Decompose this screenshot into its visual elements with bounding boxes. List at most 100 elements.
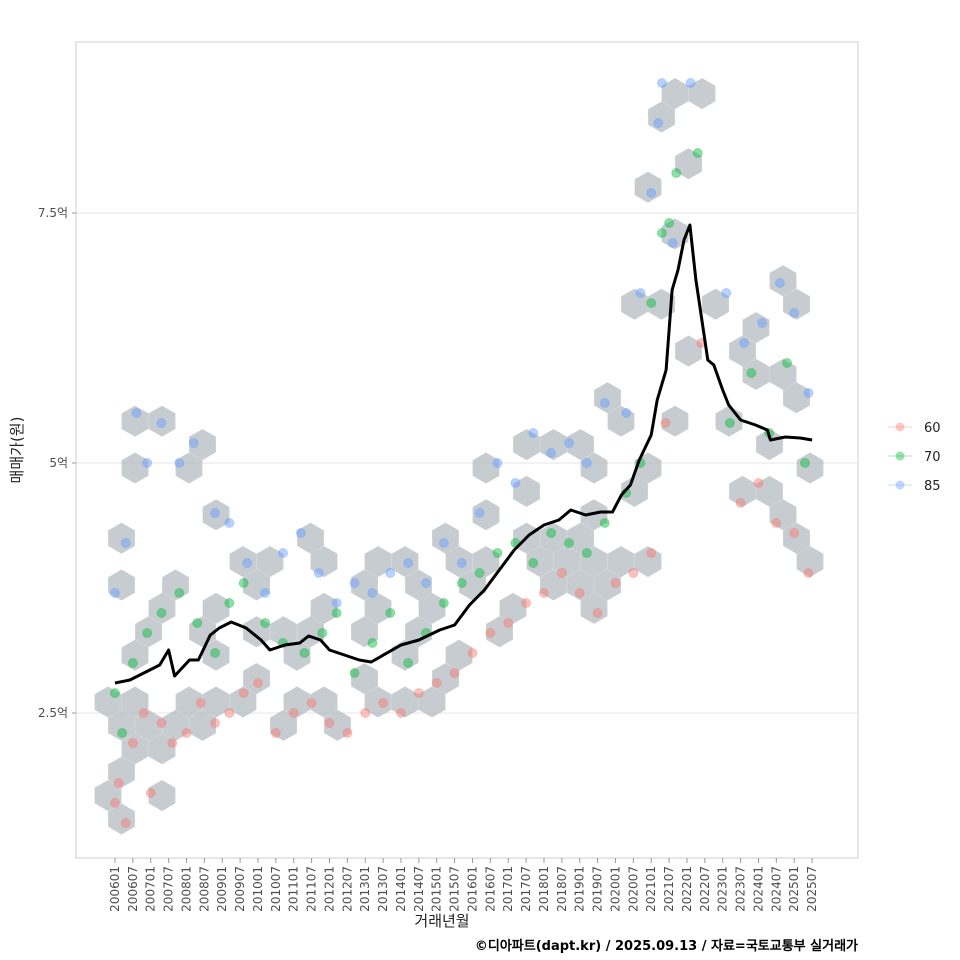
hexbin-cell bbox=[121, 452, 149, 484]
point-70 bbox=[692, 148, 703, 158]
hexbin-cell bbox=[94, 780, 122, 812]
hexbin-cell bbox=[594, 569, 621, 601]
point-85 bbox=[260, 588, 271, 598]
hexbin-cell bbox=[391, 686, 419, 718]
point-70 bbox=[260, 618, 271, 628]
x-tick-label: 202001 bbox=[608, 866, 622, 912]
hexbin-cell bbox=[729, 335, 756, 367]
point-85 bbox=[385, 568, 396, 578]
point-70 bbox=[724, 418, 735, 428]
point-70 bbox=[210, 648, 221, 658]
point-85 bbox=[635, 288, 646, 298]
point-85 bbox=[621, 408, 632, 418]
point-60 bbox=[538, 588, 549, 598]
hexbin-cell bbox=[513, 475, 540, 507]
point-85 bbox=[563, 438, 574, 448]
hexbin-cell bbox=[351, 663, 378, 695]
point-70 bbox=[192, 618, 203, 628]
point-60 bbox=[324, 718, 335, 728]
point-70 bbox=[403, 658, 414, 668]
hexbin-cell bbox=[175, 686, 203, 718]
hexbin-cell bbox=[310, 686, 338, 718]
point-85 bbox=[188, 438, 199, 448]
y-axis-title: 매매가(원) bbox=[8, 417, 26, 484]
hexbin-cell bbox=[594, 382, 621, 414]
x-tick-label: 202101 bbox=[644, 866, 658, 912]
hexbin-cell bbox=[769, 358, 797, 390]
hexbin-cell bbox=[270, 616, 297, 648]
point-60 bbox=[485, 628, 496, 638]
x-tick-label: 201407 bbox=[412, 866, 426, 912]
point-60 bbox=[771, 518, 782, 528]
point-60 bbox=[503, 618, 514, 628]
x-tick-label: 201301 bbox=[358, 866, 372, 912]
hexbin-cell bbox=[769, 499, 797, 531]
point-60 bbox=[360, 708, 371, 718]
hexbin-cell bbox=[729, 475, 756, 507]
hexbin-cell bbox=[526, 546, 554, 578]
legend-key-85 bbox=[895, 480, 905, 490]
hexbin-cell bbox=[472, 452, 500, 484]
hexbin-cell bbox=[661, 218, 689, 250]
point-85 bbox=[131, 408, 142, 418]
point-60 bbox=[210, 718, 221, 728]
hexbin-cell bbox=[229, 686, 257, 718]
hexbin-cell bbox=[148, 733, 176, 765]
point-70 bbox=[746, 368, 757, 378]
hexbin-cell bbox=[756, 475, 783, 507]
point-85 bbox=[656, 78, 667, 88]
hexbin-cell bbox=[445, 639, 473, 671]
point-85 bbox=[581, 458, 592, 468]
point-85 bbox=[757, 318, 768, 328]
hexbin-cell bbox=[202, 686, 230, 718]
hexbin-cell bbox=[783, 288, 810, 320]
hexbin-cell bbox=[364, 686, 392, 718]
x-axis: 200601 200607 200701 200707 200801 200807 2009… bbox=[108, 858, 819, 912]
point-85 bbox=[653, 118, 664, 128]
point-60 bbox=[167, 738, 178, 748]
hexbin-cell bbox=[783, 522, 810, 554]
point-85 bbox=[120, 538, 131, 548]
point-70 bbox=[385, 608, 396, 618]
caption: ©디아파트(dapt.kr) / 2025.09.13 / 자료=국토교통부 실… bbox=[475, 938, 858, 954]
point-85 bbox=[528, 428, 539, 438]
point-70 bbox=[546, 528, 557, 538]
legend-label: 60 bbox=[924, 421, 941, 436]
x-tick-label: 201907 bbox=[591, 866, 605, 912]
hexbin-cell bbox=[675, 148, 702, 180]
x-tick-label: 202507 bbox=[805, 866, 819, 912]
x-tick-label: 201207 bbox=[340, 866, 354, 912]
x-tick-label: 202107 bbox=[662, 866, 676, 912]
hexbin-cell bbox=[621, 288, 648, 320]
hexbin-cell bbox=[796, 452, 824, 484]
point-60 bbox=[378, 698, 389, 708]
y-tick-label: 7.5억 bbox=[38, 206, 68, 220]
y-axis: 2.5억 5억 7.5억 bbox=[38, 206, 76, 720]
hexbin-cell bbox=[567, 569, 594, 601]
hexbin-cell bbox=[472, 546, 500, 578]
hexbin-cell bbox=[310, 592, 338, 624]
x-tick-label: 201607 bbox=[483, 866, 497, 912]
point-70 bbox=[474, 568, 485, 578]
x-tick-label: 202407 bbox=[769, 866, 783, 912]
point-60 bbox=[288, 708, 299, 718]
point-60 bbox=[145, 788, 156, 798]
hexbin-cell bbox=[108, 522, 135, 554]
hexbin-cell bbox=[243, 663, 270, 695]
point-60 bbox=[646, 548, 657, 558]
hexbin-cell bbox=[540, 429, 567, 461]
point-60 bbox=[521, 598, 532, 608]
x-tick-label: 201801 bbox=[537, 866, 551, 912]
x-tick-label: 201001 bbox=[251, 866, 265, 912]
x-tick-label: 201901 bbox=[573, 866, 587, 912]
scatter-layer bbox=[110, 78, 814, 828]
point-60 bbox=[431, 678, 442, 688]
hexbin-cell bbox=[661, 405, 689, 437]
median-trend-line bbox=[114, 223, 813, 685]
point-85 bbox=[774, 278, 785, 288]
x-tick-label: 202501 bbox=[787, 866, 801, 912]
legend-label: 70 bbox=[924, 450, 941, 465]
y-tick-label: 5억 bbox=[49, 456, 68, 470]
point-85 bbox=[278, 548, 289, 558]
point-85 bbox=[667, 238, 678, 248]
